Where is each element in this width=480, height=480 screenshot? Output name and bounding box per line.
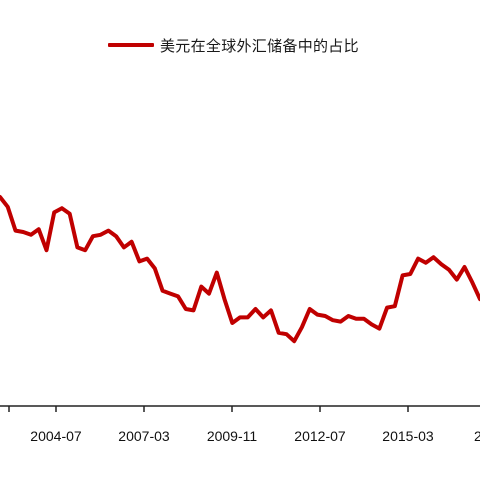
x-axis-tick-labels: 2004-07 2007-03 2009-11 2012-07 2015-03 20	[30, 428, 480, 444]
legend: 美元在全球外汇储备中的占比	[108, 34, 359, 56]
x-tick-label: 2004-07	[30, 428, 82, 444]
x-tick-label: 2007-03	[118, 428, 170, 444]
series-group	[0, 195, 480, 344]
x-tick-label: 2009-11	[207, 428, 258, 444]
x-tick-label: 2015-03	[382, 428, 434, 444]
x-tick-label: 2012-07	[294, 428, 346, 444]
x-tick-label: 20	[474, 428, 480, 444]
series-line-usd-reserve-share	[0, 195, 480, 344]
x-axis-ticks	[8, 406, 409, 412]
legend-swatch	[108, 43, 154, 47]
legend-label: 美元在全球外汇储备中的占比	[160, 36, 359, 55]
